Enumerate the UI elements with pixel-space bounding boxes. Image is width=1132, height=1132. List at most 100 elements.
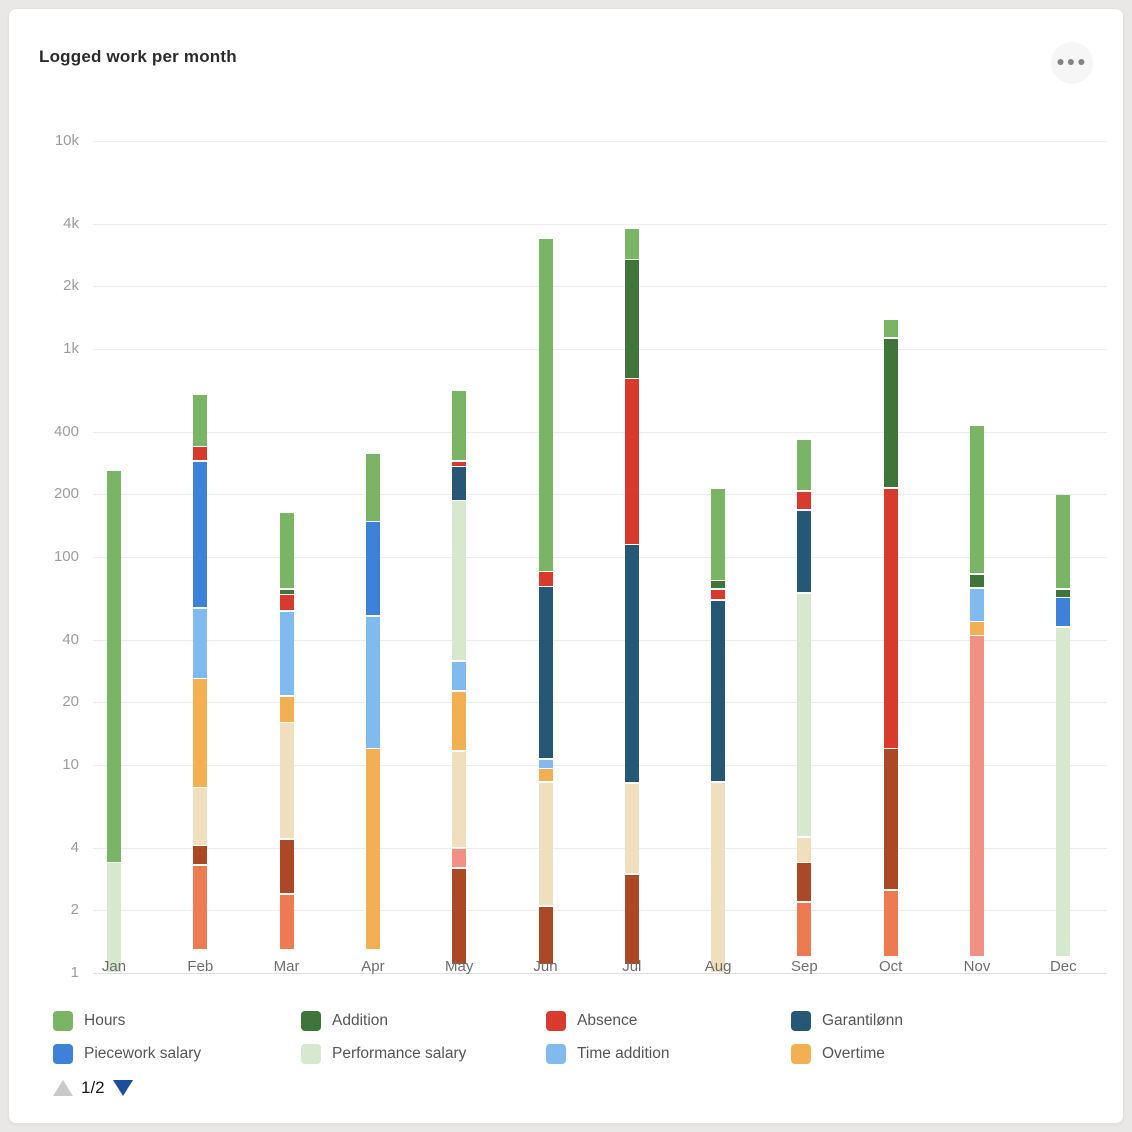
legend-item-piecework[interactable]: Piecework salary [53,1044,201,1064]
legend-prev-icon[interactable] [53,1080,73,1096]
bar-segment-jul-rust[interactable] [624,874,639,964]
bar-segment-nov-overtime[interactable] [970,622,984,635]
bar-segment-sep-absence[interactable] [797,491,812,510]
bar-segment-dec-performance[interactable] [1056,627,1071,956]
bar-segment-jan-hours[interactable] [107,471,121,862]
bar-segment-jul-beige[interactable] [624,783,639,873]
bar-segment-jun-rust[interactable] [538,906,553,964]
gridline-2 [93,910,1107,912]
bar-segment-may-time_addition[interactable] [452,661,467,691]
bar-segment-mar-beige[interactable] [279,723,294,839]
legend-label-absence: Absence [577,1012,638,1029]
bar-segment-jul-garantilonn[interactable] [624,545,639,783]
bar-segment-mar-absence[interactable] [279,595,294,611]
legend-swatch-hours [53,1011,73,1031]
x-axis-label-jul: Jul [622,958,642,975]
bar-segment-oct-absence[interactable] [883,488,898,748]
legend-next-icon[interactable] [112,1080,133,1096]
bar-segment-mar-coral[interactable] [279,894,294,949]
bar-segment-nov-time_addition[interactable] [970,588,984,621]
legend-swatch-overtime [791,1044,811,1064]
bar-segment-aug-absence[interactable] [711,589,726,600]
bar-segment-sep-beige[interactable] [797,837,812,862]
legend-item-garantilonn[interactable]: Garantilønn [791,1011,903,1031]
bar-segment-may-rust[interactable] [452,868,467,964]
bar-segment-mar-time_addition[interactable] [279,611,294,696]
bar-segment-apr-overtime[interactable] [365,749,380,949]
bar-segment-mar-addition[interactable] [279,589,294,594]
y-tick-label-4k: 4k [63,214,79,232]
bar-segment-feb-piecework[interactable] [193,461,208,608]
bar-segment-feb-time_addition[interactable] [193,608,208,678]
bar-segment-sep-performance[interactable] [797,593,812,837]
bar-segment-jun-garantilonn[interactable] [538,587,553,759]
bar-segment-jul-absence[interactable] [624,379,639,544]
bar-segment-oct-coral[interactable] [883,890,898,956]
bar-segment-aug-hours[interactable] [711,488,726,580]
bar-segment-dec-addition[interactable] [1056,589,1071,597]
bar-segment-jun-beige[interactable] [538,782,553,906]
bar-segment-dec-piecework[interactable] [1056,598,1071,627]
bar-segment-dec-hours[interactable] [1056,495,1071,589]
legend-label-time_addition: Time addition [577,1045,670,1062]
legend-item-time_addition[interactable]: Time addition [546,1044,669,1064]
bar-segment-feb-absence[interactable] [193,447,208,461]
bar-segment-feb-rust[interactable] [193,846,208,865]
bar-segment-nov-hours[interactable] [970,425,984,574]
bar-segment-feb-coral[interactable] [193,865,208,949]
bar-segment-sep-coral[interactable] [797,902,812,956]
gridline-200 [93,494,1107,496]
bar-segment-may-beige[interactable] [452,751,467,848]
bar-segment-may-absence[interactable] [452,461,467,466]
legend-item-absence[interactable]: Absence [546,1011,637,1031]
bar-segment-jan-performance[interactable] [107,863,121,973]
bar-segment-sep-rust[interactable] [797,863,812,901]
bar-segment-sep-garantilonn[interactable] [797,510,812,593]
bar-segment-mar-hours[interactable] [279,512,294,589]
legend-item-overtime[interactable]: Overtime [791,1044,885,1064]
y-tick-label-100: 100 [53,548,79,565]
bar-segment-may-salmon[interactable] [452,848,467,868]
logged-work-card: Logged work per month ●●● 10k 4k 2k 1k 400 20… [8,8,1124,1124]
bar-segment-jul-hours[interactable] [624,229,639,259]
bar-segment-apr-piecework[interactable] [365,522,380,616]
legend-label-hours: Hours [84,1012,126,1029]
bar-segment-oct-rust[interactable] [883,749,898,890]
bar-segment-feb-overtime[interactable] [193,679,208,787]
legend-swatch-time_addition [546,1044,566,1064]
y-tick-label-200: 200 [53,485,79,503]
x-axis-label-apr: Apr [361,958,385,975]
bar-segment-feb-beige[interactable] [193,788,208,845]
bar-segment-nov-addition[interactable] [970,574,984,588]
bar-segment-may-hours[interactable] [452,391,467,461]
bar-segment-nov-salmon[interactable] [970,636,984,956]
gridline-400 [93,431,1107,433]
more-options-button[interactable]: ●●● [1051,42,1093,84]
bar-segment-sep-hours[interactable] [797,439,812,491]
legend-item-hours[interactable]: Hours [53,1011,125,1031]
bar-segment-jun-absence[interactable] [538,572,553,586]
bar-segment-may-performance[interactable] [452,501,467,661]
bar-segment-apr-time_addition[interactable] [365,616,380,748]
bar-segment-aug-beige[interactable] [711,782,726,973]
bar-segment-jul-addition[interactable] [624,260,639,378]
bar-segment-aug-addition[interactable] [711,581,726,589]
bar-segment-may-overtime[interactable] [452,691,467,751]
bar-segment-may-garantilonn[interactable] [452,467,467,500]
bar-segment-mar-rust[interactable] [279,839,294,894]
bar-segment-apr-hours[interactable] [365,454,380,521]
bar-segment-aug-garantilonn[interactable] [711,600,726,782]
bar-segment-jun-hours[interactable] [538,239,553,571]
legend-item-addition[interactable]: Addition [301,1011,388,1031]
bar-segment-oct-hours[interactable] [883,320,898,338]
bar-segment-feb-hours[interactable] [193,395,208,446]
gridline-1 [93,973,1107,974]
x-axis-label-aug: Aug [704,958,732,975]
gridline-4k [93,223,1107,225]
bar-segment-mar-overtime[interactable] [279,696,294,722]
legend-item-performance[interactable]: Performance salary [301,1044,466,1064]
bar-segment-jun-overtime[interactable] [538,769,553,782]
bar-segment-jun-time_addition[interactable] [538,759,553,768]
gridline-20 [93,702,1107,704]
bar-segment-oct-addition[interactable] [883,338,898,488]
